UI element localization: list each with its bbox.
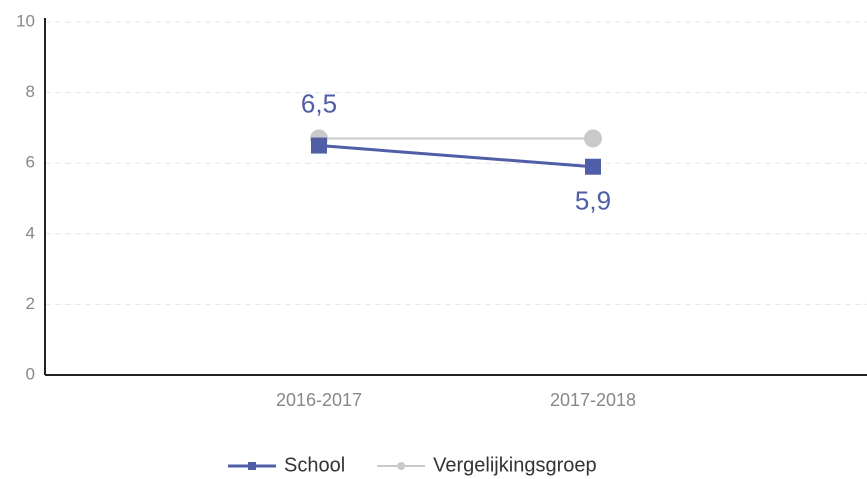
y-tick-label: 10 <box>16 11 35 30</box>
data-label: 6,5 <box>301 88 337 118</box>
point <box>311 137 327 154</box>
y-tick-label: 2 <box>26 294 35 313</box>
legend-marker <box>248 462 256 470</box>
legend-marker <box>397 462 406 470</box>
legend-label: Vergelijkingsgroep <box>433 454 596 476</box>
y-tick-label: 4 <box>26 223 35 242</box>
point <box>584 129 602 148</box>
series-line <box>318 144 594 169</box>
x-tick-label: 2017-2018 <box>550 390 636 410</box>
y-tick-label: 8 <box>26 82 35 101</box>
x-tick-label: 2016-2017 <box>276 390 362 410</box>
y-tick-label: 6 <box>26 153 35 172</box>
y-tick-label: 0 <box>26 364 35 383</box>
legend-label: School <box>284 454 345 476</box>
point <box>585 158 601 175</box>
data-label: 5,9 <box>575 186 611 216</box>
